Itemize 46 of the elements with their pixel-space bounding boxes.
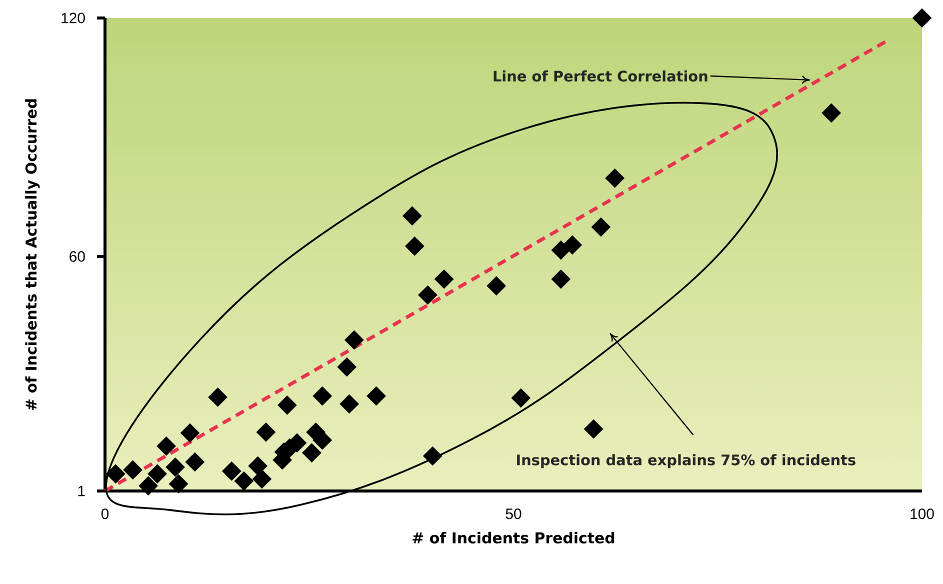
x-tick-label: 0	[101, 508, 109, 520]
point	[185, 452, 205, 472]
point	[551, 269, 571, 289]
point	[340, 394, 359, 414]
point	[138, 476, 158, 496]
point	[222, 461, 242, 481]
point	[402, 206, 422, 226]
point	[434, 269, 454, 289]
point	[166, 457, 185, 477]
point	[366, 386, 386, 406]
point	[156, 436, 176, 456]
point	[248, 456, 268, 476]
point	[180, 423, 200, 443]
point	[912, 8, 932, 28]
point	[344, 330, 364, 350]
x-axis-title: # of Incidents Predicted	[412, 532, 614, 544]
annotation: Line of Perfect Correlation	[494, 70, 708, 82]
x-tick-label: 100	[910, 508, 934, 520]
point	[562, 235, 582, 255]
y-tick-label: 60	[70, 251, 85, 262]
point	[591, 217, 611, 237]
point	[256, 422, 276, 442]
point	[584, 419, 604, 439]
point	[278, 395, 297, 415]
point	[404, 236, 424, 256]
point	[234, 471, 254, 491]
y-axis-title: # of Incidents that Actually Occurred	[25, 99, 40, 410]
point	[302, 443, 322, 463]
point	[418, 285, 438, 305]
point	[511, 388, 531, 408]
annotation: Inspection data explains 75% of incidents	[517, 454, 856, 468]
point	[148, 464, 167, 484]
point	[312, 386, 332, 406]
point	[486, 276, 506, 296]
point	[337, 357, 357, 377]
point	[123, 460, 142, 480]
point	[422, 446, 442, 466]
y-tick-label: 120	[62, 12, 85, 24]
point	[822, 103, 842, 123]
point	[605, 168, 625, 188]
y-tick-label: 1	[78, 486, 85, 496]
point	[208, 387, 228, 407]
x-tick-label: 50	[506, 508, 522, 520]
point	[252, 469, 272, 489]
point	[168, 474, 188, 494]
point	[106, 464, 126, 484]
